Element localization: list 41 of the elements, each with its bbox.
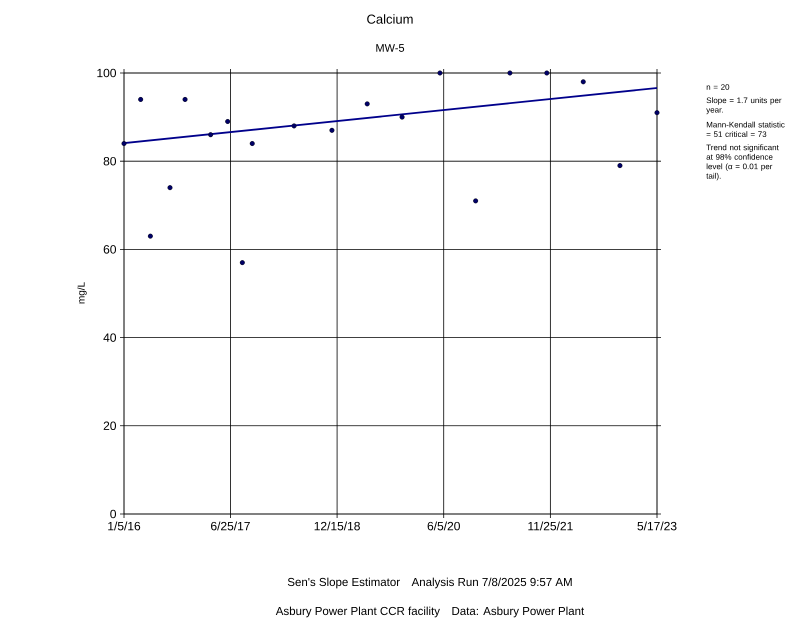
point (138, 96, 144, 102)
point (182, 96, 188, 102)
y-tick-label: 80 (104, 156, 116, 166)
point (208, 132, 214, 138)
x-tick-label: 6/5/20 (428, 522, 460, 530)
point (473, 198, 478, 204)
y-tick-label: 0 (110, 510, 116, 518)
point (400, 114, 405, 120)
point (507, 70, 512, 76)
text: Asbury Power Plant CCR facility Data: Asbury Power Plant (276, 606, 584, 618)
point (364, 101, 370, 106)
x-tick-label: 6/25/17 (211, 522, 250, 530)
point (122, 141, 127, 146)
chart-subtitle: MW-5 (376, 44, 404, 52)
point (225, 119, 230, 124)
y-axis-title: mg/L (77, 282, 87, 304)
point (250, 141, 255, 146)
x-tick-label: 11/25/21 (528, 522, 573, 530)
x-tick-label: 5/17/23 (637, 522, 676, 530)
chart-title: Calcium (367, 14, 413, 24)
text: Trend not significant at 98% confidence level (α = 0.01 per tail). (706, 144, 779, 180)
point (292, 123, 297, 128)
point (580, 79, 586, 84)
y-tick-label: 40 (103, 333, 116, 342)
point (654, 110, 660, 116)
point (544, 70, 550, 76)
y-tick-label: 100 (97, 68, 116, 78)
point (167, 185, 172, 190)
text: n = 20 (706, 84, 730, 90)
point (240, 260, 245, 266)
point (437, 70, 442, 76)
x-tick-label: 12/15/18 (314, 522, 360, 530)
point (329, 128, 334, 133)
text: Slope = 1.7 units per year. (706, 97, 782, 114)
x-tick-label: 1/5/16 (108, 522, 140, 530)
text: Mann-Kendall statistic = 51 critical = 73 (706, 122, 785, 137)
text: Sen's Slope Estimator Analysis Run 7/8/2025 9:57 AM (288, 578, 572, 588)
point (148, 234, 153, 239)
point (617, 163, 622, 168)
y-tick-label: 20 (104, 422, 116, 430)
y-tick-label: 60 (104, 245, 116, 254)
